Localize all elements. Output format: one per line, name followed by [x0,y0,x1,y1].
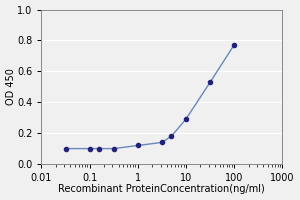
Y-axis label: OD 450: OD 450 [6,68,16,105]
X-axis label: Recombinant ProteinConcentration(ng/ml): Recombinant ProteinConcentration(ng/ml) [58,184,265,194]
